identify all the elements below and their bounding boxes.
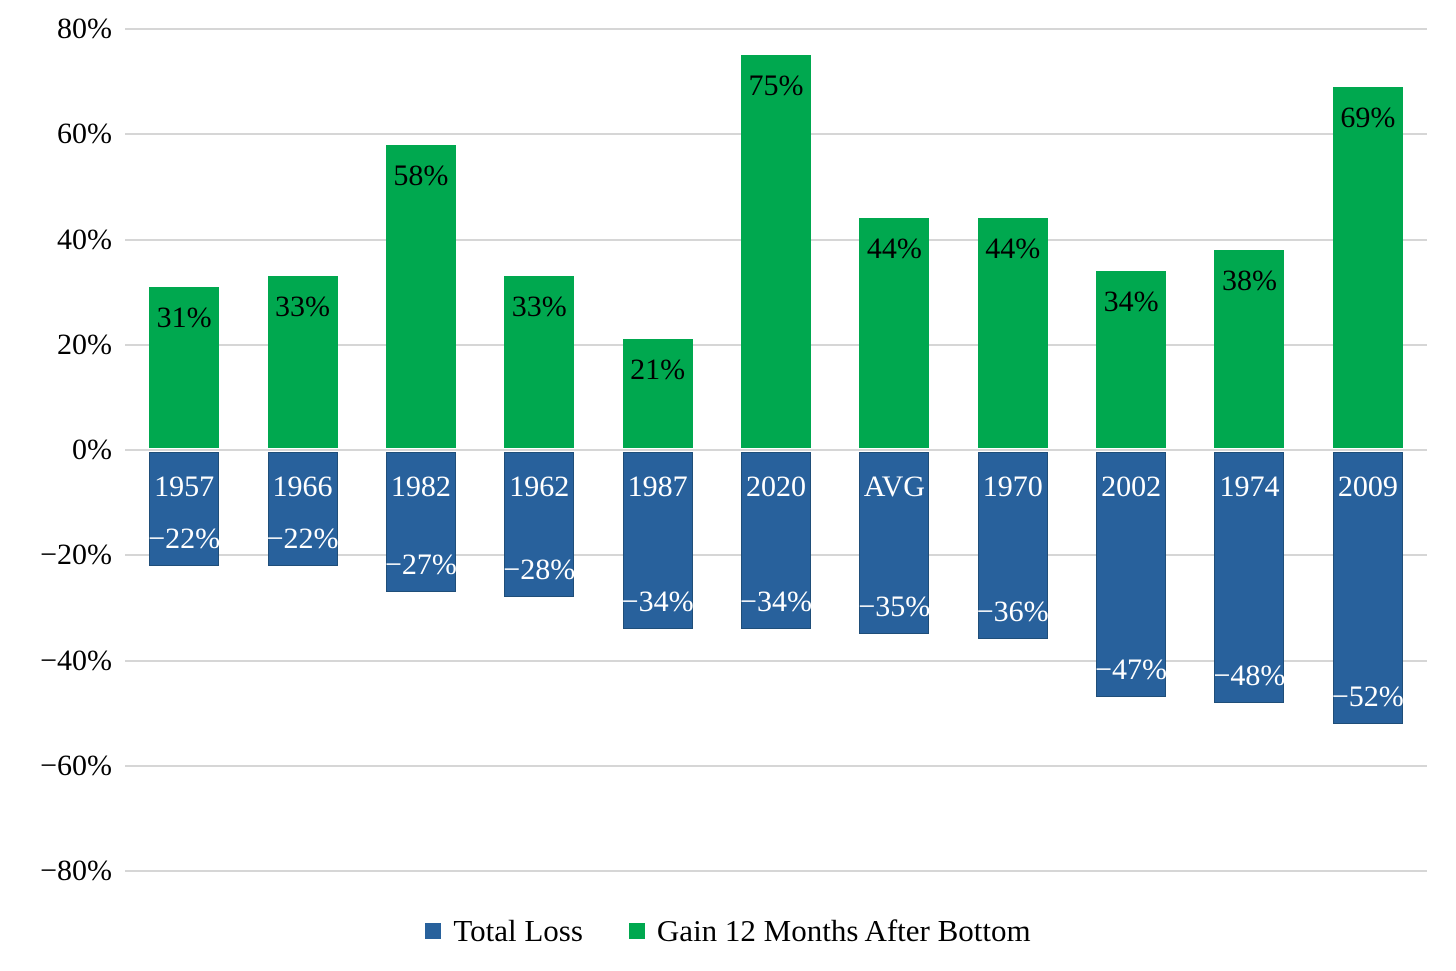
gain-bar-1982 xyxy=(385,144,456,448)
zero-gridline xyxy=(125,449,1427,451)
gain-swatch-icon xyxy=(628,923,645,939)
y-axis-tick-label: 40% xyxy=(57,222,112,256)
gridline--60 xyxy=(125,764,1427,767)
gain-bar-1966 xyxy=(267,276,338,448)
gridline--80 xyxy=(125,870,1427,872)
year-label-1982: 1982 xyxy=(390,470,451,503)
gain-bar-1974 xyxy=(1214,250,1285,448)
loss-value-label-1962: −28% xyxy=(503,553,576,587)
year-label-1962: 1962 xyxy=(509,470,570,503)
loss-value-label-2009: −52% xyxy=(1331,679,1404,713)
gain-value-label-1974: 38% xyxy=(1221,264,1277,298)
loss-bar-1957 xyxy=(149,452,220,566)
gain-value-label-1970: 44% xyxy=(985,232,1041,266)
gain-bar-AVG xyxy=(859,218,930,448)
loss-bar-1962 xyxy=(504,452,575,598)
y-axis-tick-label: 0% xyxy=(72,433,112,466)
loss-value-label-1982: −27% xyxy=(384,548,457,582)
gain-value-label-2002: 34% xyxy=(1103,285,1159,319)
gain-value-label-1962: 33% xyxy=(511,290,567,324)
gain-value-label-AVG: 44% xyxy=(866,232,922,266)
gridline-80 xyxy=(125,28,1427,30)
legend: Total Loss Gain 12 Months After Bottom xyxy=(0,913,1456,949)
gain-bar-2020 xyxy=(741,55,811,448)
legend-item-total-loss: Total Loss xyxy=(425,913,583,949)
y-axis-tick-label: 80% xyxy=(57,12,112,45)
year-label-2020: 2020 xyxy=(746,470,806,503)
gain-value-label-1966: 33% xyxy=(275,290,331,324)
loss-bar-1987 xyxy=(622,452,693,629)
y-axis-tick-label: 60% xyxy=(57,117,112,151)
loss-bar-1974 xyxy=(1214,452,1285,703)
gain-value-label-1982: 58% xyxy=(393,158,449,192)
y-axis-tick-label: −20% xyxy=(40,538,112,572)
year-label-1957: 1957 xyxy=(154,470,215,503)
loss-value-label-1974: −48% xyxy=(1213,658,1286,692)
loss-value-label-1987: −34% xyxy=(621,584,694,618)
legend-label-total-loss: Total Loss xyxy=(453,913,583,948)
year-label-1987: 1987 xyxy=(627,470,688,503)
loss-bar-2009 xyxy=(1332,452,1403,724)
loss-bar-1966 xyxy=(267,452,338,566)
total-loss-swatch-icon xyxy=(425,923,442,939)
year-label-2009: 2009 xyxy=(1337,470,1398,503)
year-label-AVG: AVG xyxy=(863,470,925,503)
year-label-1974: 1974 xyxy=(1219,470,1280,503)
year-label-1966: 1966 xyxy=(272,470,333,503)
y-axis-tick-label: −40% xyxy=(40,643,112,677)
year-label-2002: 2002 xyxy=(1101,470,1162,503)
loss-bar-1970 xyxy=(977,452,1048,640)
loss-value-label-1970: −36% xyxy=(976,595,1049,629)
y-axis-tick-label: −60% xyxy=(40,748,112,782)
gain-bar-1957 xyxy=(149,286,220,448)
year-label-1970: 1970 xyxy=(982,470,1043,503)
loss-bar-1982 xyxy=(385,452,456,593)
gain-bar-2002 xyxy=(1096,271,1167,448)
legend-label-gain: Gain 12 Months After Bottom xyxy=(656,913,1031,948)
gain-bar-1970 xyxy=(977,218,1048,448)
legend-item-gain: Gain 12 Months After Bottom xyxy=(628,913,1031,949)
gain-bar-1962 xyxy=(504,276,575,448)
y-axis-tick-label: −80% xyxy=(40,854,112,887)
loss-bar-2020 xyxy=(741,452,811,629)
gridline--40 xyxy=(125,659,1427,662)
gain-value-label-1987: 21% xyxy=(630,353,686,387)
loss-value-label-AVG: −35% xyxy=(858,590,931,624)
gain-value-label-2020: 75% xyxy=(748,69,804,103)
gain-value-label-2009: 69% xyxy=(1340,100,1396,134)
gain-value-label-1957: 31% xyxy=(156,300,212,334)
loss-bar-2002 xyxy=(1096,452,1167,698)
y-axis-tick-label: 20% xyxy=(57,327,112,361)
loss-value-label-2002: −47% xyxy=(1095,653,1168,687)
gain-bar-2009 xyxy=(1332,86,1403,448)
loss-value-label-1966: −22% xyxy=(266,521,339,555)
loss-bar-AVG xyxy=(859,452,930,635)
loss-value-label-2020: −34% xyxy=(740,584,812,618)
gain-bar-1987 xyxy=(622,339,693,448)
loss-value-label-1957: −22% xyxy=(148,521,221,555)
